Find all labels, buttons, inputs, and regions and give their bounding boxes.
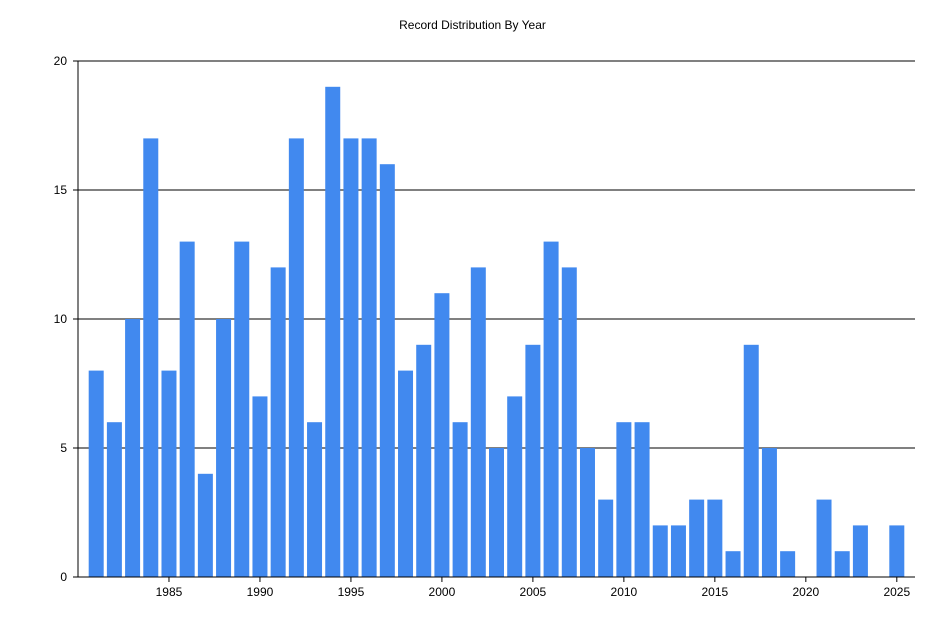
x-tick-label: 2010 xyxy=(611,585,638,599)
bar-2001 xyxy=(452,422,468,577)
bar-2019 xyxy=(780,551,796,577)
bar-1989 xyxy=(234,241,250,577)
bar-2025 xyxy=(889,525,905,577)
bar-1990 xyxy=(252,396,268,577)
bar-2006 xyxy=(543,241,559,577)
bar-1994 xyxy=(325,86,341,578)
bar-1992 xyxy=(288,138,304,577)
bar-2016 xyxy=(725,551,741,577)
bar-1995 xyxy=(343,138,359,577)
bar-1993 xyxy=(307,422,323,577)
bar-2008 xyxy=(579,448,595,577)
bar-1996 xyxy=(361,138,377,577)
bar-1985 xyxy=(161,370,177,577)
x-tick-label: 1985 xyxy=(156,585,183,599)
bar-1981 xyxy=(88,370,104,577)
x-tick-label: 2015 xyxy=(701,585,728,599)
x-tick-label: 2020 xyxy=(792,585,819,599)
bar-2017 xyxy=(743,344,759,577)
bar-2014 xyxy=(689,499,705,577)
x-tick-label: 2000 xyxy=(429,585,456,599)
y-tick-label: 5 xyxy=(60,441,67,455)
bar-2010 xyxy=(616,422,632,577)
bar-2022 xyxy=(834,551,850,577)
bar-2005 xyxy=(525,344,541,577)
bar-1998 xyxy=(398,370,414,577)
bar-1983 xyxy=(125,319,141,577)
x-tick-label: 2025 xyxy=(883,585,910,599)
gridlines xyxy=(78,60,915,449)
x-tick-label: 1995 xyxy=(338,585,365,599)
bar-2003 xyxy=(489,448,504,577)
bar-2011 xyxy=(634,422,650,577)
y-tick-label: 10 xyxy=(54,312,68,326)
x-axis-ticks: 1985 1990 1995 2000 2005 2010 2015 2020 2025 xyxy=(156,577,910,599)
y-tick-label: 20 xyxy=(54,54,68,68)
bar-2002 xyxy=(470,267,486,577)
bar-2009 xyxy=(598,499,614,577)
bar-2015 xyxy=(707,499,723,577)
bar-1988 xyxy=(216,319,232,577)
bar-1987 xyxy=(197,473,213,577)
bars xyxy=(88,86,905,578)
bar-2023 xyxy=(852,525,868,577)
x-tick-label: 1990 xyxy=(247,585,274,599)
y-axis-ticks: 0 5 10 15 20 xyxy=(54,54,78,584)
y-tick-label: 15 xyxy=(54,183,68,197)
bar-1991 xyxy=(270,267,286,577)
x-tick-label: 2005 xyxy=(520,585,547,599)
bar-2004 xyxy=(507,396,523,577)
y-tick-label: 0 xyxy=(60,570,67,584)
bar-1984 xyxy=(143,138,159,577)
bar-1999 xyxy=(416,344,432,577)
bar-1986 xyxy=(179,241,195,577)
bar-2000 xyxy=(434,293,450,577)
bar-2013 xyxy=(670,525,686,577)
bar-2018 xyxy=(761,448,777,577)
chart-title: Record Distribution By Year xyxy=(399,18,546,32)
bar-2012 xyxy=(652,525,668,577)
bar-2007 xyxy=(561,267,577,577)
bar-1997 xyxy=(379,164,395,577)
bar-2021 xyxy=(816,499,832,577)
bar-1982 xyxy=(106,422,122,577)
